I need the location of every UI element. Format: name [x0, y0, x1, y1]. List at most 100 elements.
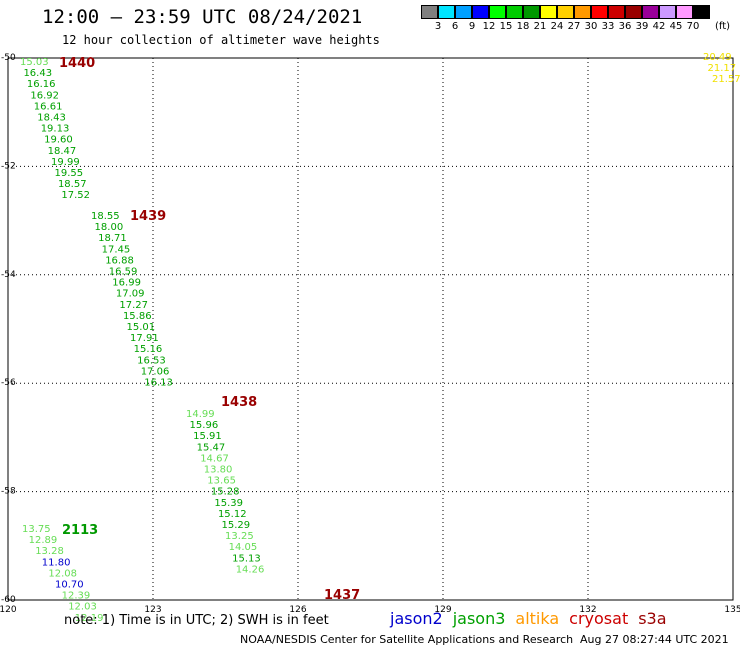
colorbar-swatch	[693, 5, 710, 19]
lat-tick-label: -60	[1, 595, 16, 605]
wave-height-value: 16.92	[30, 90, 59, 101]
wave-height-value: 15.96	[190, 420, 219, 431]
colorbar-tick-label: 21	[533, 21, 547, 32]
wave-height-value: 18.57	[58, 179, 87, 190]
colorbar-swatch	[438, 5, 455, 19]
wave-height-value: 16.43	[23, 68, 52, 79]
colorbar-tick-label: 18	[516, 21, 530, 32]
footer-note: note: 1) Time is in UTC; 2) SWH is in fe…	[64, 613, 329, 628]
legend-item-cryosat: cryosat	[569, 609, 629, 628]
wave-height-value: 16.59	[109, 267, 138, 278]
wave-height-value: 18.55	[91, 211, 120, 222]
wave-height-value: 13.25	[225, 531, 254, 542]
wave-height-value: 16.88	[105, 255, 134, 266]
wave-height-value: 14.99	[186, 409, 215, 420]
colorbar-tick-label: 70	[686, 21, 700, 32]
lon-tick-label: 132	[579, 605, 596, 615]
colorbar-swatch	[506, 5, 523, 19]
lon-tick-label: 129	[434, 605, 451, 615]
wave-height-value: 12.89	[29, 535, 58, 546]
wave-height-value: 15.16	[134, 344, 163, 355]
colorbar-swatch	[523, 5, 540, 19]
wave-height-value: 16.61	[34, 101, 63, 112]
legend-item-jason3: jason3	[452, 609, 506, 628]
colorbar-swatch	[574, 5, 591, 19]
pass-time-label: 1438	[221, 395, 257, 410]
wave-height-value: 15.86	[123, 311, 152, 322]
wave-height-value: 15.28	[211, 487, 240, 498]
lon-tick-label: 123	[144, 605, 161, 615]
lat-tick-label: -52	[1, 161, 16, 171]
legend-item-altika: altika	[515, 609, 560, 628]
wave-height-value: 12.03	[68, 602, 97, 613]
colorbar-swatch	[540, 5, 557, 19]
colorbar-tick-label: 27	[567, 21, 581, 32]
colorbar-swatch	[557, 5, 574, 19]
wave-height-value: 15.47	[197, 442, 226, 453]
colorbar-swatch	[421, 5, 438, 19]
wave-height-value: 13.80	[204, 465, 233, 476]
colorbar-swatch	[625, 5, 642, 19]
colorbar-tick-label: 9	[468, 21, 476, 32]
colorbar-tick-label: 36	[618, 21, 632, 32]
wave-height-value: 15.13	[232, 553, 261, 564]
pass-time-label: 1439	[130, 209, 166, 224]
wave-height-value: 13.75	[22, 524, 51, 535]
colorbar-tick-label: 33	[601, 21, 615, 32]
wave-height-value: 16.99	[112, 278, 141, 289]
lon-tick-label: 120	[0, 605, 17, 615]
wave-height-value: 15.39	[214, 498, 243, 509]
colorbar-tick-label: 42	[652, 21, 666, 32]
wave-height-value: 18.47	[48, 146, 77, 157]
colorbar-tick-label: 45	[669, 21, 683, 32]
wave-height-value: 18.71	[98, 233, 127, 244]
wave-height-value: 16.16	[27, 79, 56, 90]
colorbar-tick-label: 30	[584, 21, 598, 32]
colorbar-tick-label: 24	[550, 21, 564, 32]
chart-subtitle: 12 hour collection of altimeter wave hei…	[62, 33, 380, 47]
lon-tick-label: 135	[724, 605, 740, 615]
wave-height-value: 15.12	[218, 509, 247, 520]
wave-height-value: 12.19	[75, 613, 104, 624]
satellite-legend: jason2 jason3 altika cryosat s3a	[390, 609, 677, 628]
colorbar-swatch	[455, 5, 472, 19]
colorbar-swatch	[472, 5, 489, 19]
wave-height-value: 19.60	[44, 135, 73, 146]
wave-height-value: 15.29	[222, 520, 251, 531]
wave-height-value: 13.28	[35, 546, 64, 557]
map-frame	[7, 57, 734, 601]
chart-title: 12:00 – 23:59 UTC 08/24/2021	[42, 6, 363, 28]
pass-time-label: 1440	[59, 56, 95, 71]
legend-item-s3a: s3a	[638, 609, 667, 628]
wave-height-value: 17.27	[119, 300, 148, 311]
generated-timestamp: Aug 27 08:27:44 UTC 2021	[580, 633, 729, 646]
lat-tick-label: -50	[1, 53, 16, 63]
wave-height-value: 16.13	[144, 378, 173, 389]
wave-height-value: 19.13	[41, 124, 70, 135]
colorbar-swatch	[489, 5, 506, 19]
pass-time-label: 1437	[324, 588, 360, 603]
credit-text: NOAA/NESDIS Center for Satellite Applica…	[240, 633, 574, 646]
wave-height-value: 20.49	[703, 52, 732, 63]
colorbar-swatch	[642, 5, 659, 19]
lat-tick-label: -54	[1, 270, 16, 280]
lon-tick-label: 126	[289, 605, 306, 615]
wave-height-value: 14.67	[200, 453, 229, 464]
colorbar-swatch	[676, 5, 693, 19]
wave-height-value: 12.39	[62, 591, 91, 602]
lat-tick-label: -56	[1, 378, 16, 388]
lat-tick-label: -58	[1, 487, 16, 497]
wave-height-value: 17.45	[102, 244, 131, 255]
wave-height-value: 21.57	[712, 74, 740, 85]
wave-height-value: 13.65	[207, 476, 236, 487]
wave-height-value: 17.52	[61, 190, 90, 201]
legend-item-jason2: jason2	[390, 609, 443, 628]
colorbar-unit: (ft)	[715, 21, 731, 32]
wave-height-value: 14.26	[236, 564, 265, 575]
wave-height-value: 19.55	[55, 168, 84, 179]
colorbar-tick-label: 15	[499, 21, 513, 32]
wave-height-value: 11.80	[42, 557, 71, 568]
wave-height-value: 16.53	[137, 355, 166, 366]
wave-height-value: 17.09	[116, 289, 145, 300]
wave-height-value: 19.99	[51, 157, 80, 168]
